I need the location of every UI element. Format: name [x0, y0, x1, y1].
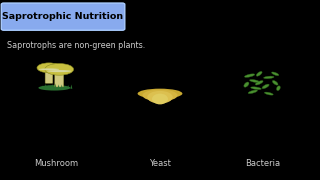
Ellipse shape	[147, 91, 173, 104]
Polygon shape	[54, 83, 56, 89]
Ellipse shape	[37, 63, 61, 73]
Ellipse shape	[262, 84, 269, 89]
Ellipse shape	[38, 85, 70, 91]
Ellipse shape	[45, 64, 74, 75]
Ellipse shape	[256, 71, 262, 76]
Ellipse shape	[276, 86, 280, 91]
Polygon shape	[51, 84, 53, 89]
FancyBboxPatch shape	[55, 71, 64, 87]
Polygon shape	[70, 84, 72, 89]
Ellipse shape	[264, 92, 273, 95]
Text: Yeast: Yeast	[149, 159, 171, 168]
Polygon shape	[48, 85, 50, 89]
Ellipse shape	[272, 72, 279, 76]
Polygon shape	[61, 84, 63, 89]
Ellipse shape	[152, 94, 168, 104]
Text: Bacteria: Bacteria	[245, 159, 280, 168]
Polygon shape	[67, 85, 69, 89]
Text: Saprotrophic Nutrition: Saprotrophic Nutrition	[3, 12, 124, 21]
Ellipse shape	[47, 70, 71, 72]
Text: Mushroom: Mushroom	[34, 159, 78, 168]
Ellipse shape	[138, 89, 182, 99]
Ellipse shape	[244, 82, 249, 87]
Ellipse shape	[255, 81, 263, 85]
FancyBboxPatch shape	[45, 69, 53, 83]
Polygon shape	[45, 84, 47, 89]
Ellipse shape	[250, 80, 259, 82]
Ellipse shape	[244, 74, 255, 77]
Polygon shape	[58, 84, 60, 89]
Polygon shape	[64, 85, 66, 89]
Ellipse shape	[264, 76, 274, 79]
Ellipse shape	[272, 80, 278, 85]
Text: Saprotrophs are non-green plants.: Saprotrophs are non-green plants.	[7, 41, 145, 50]
Ellipse shape	[251, 87, 261, 90]
Polygon shape	[42, 85, 44, 89]
Ellipse shape	[142, 90, 178, 101]
Ellipse shape	[248, 90, 258, 94]
FancyBboxPatch shape	[1, 3, 125, 30]
Ellipse shape	[39, 68, 59, 70]
